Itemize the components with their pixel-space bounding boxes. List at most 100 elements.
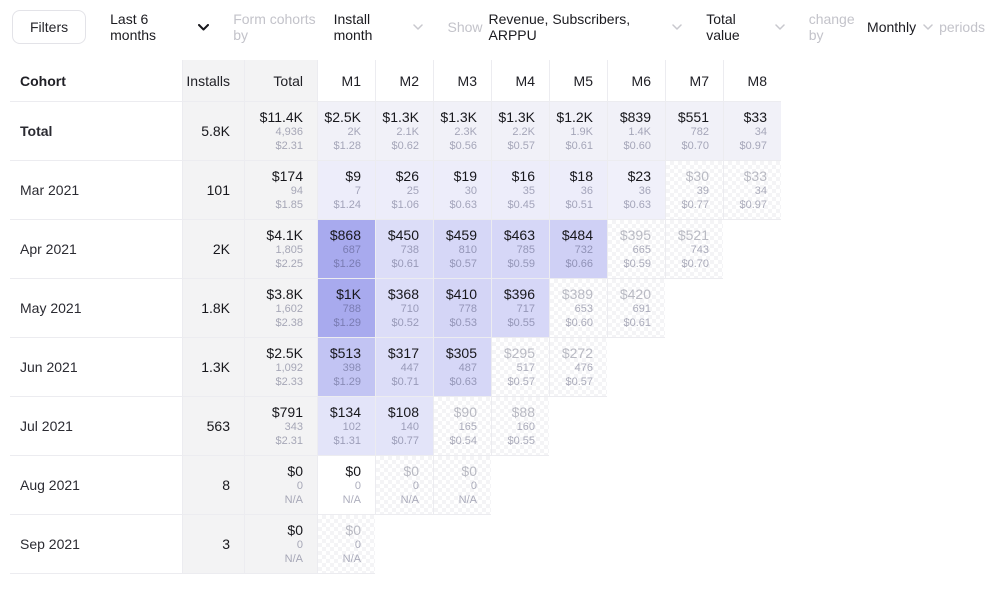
column-header-installs: Installs (182, 60, 244, 102)
column-header-m6: M6 (607, 60, 665, 102)
filters-button[interactable]: Filters (12, 10, 87, 44)
m4-cell-subscribers: 785 (516, 244, 535, 256)
date-range-select[interactable]: Last 6 months (110, 11, 210, 43)
m5-cell[interactable]: $272 476 $0.57 (549, 338, 607, 397)
m7-cell[interactable]: $521 743 $0.70 (665, 220, 723, 279)
m7-cell-revenue: $551 (677, 108, 709, 125)
m2-cell-subscribers: 0 (412, 480, 419, 492)
m7-cell[interactable]: $30 39 $0.77 (665, 161, 723, 220)
m1-cell[interactable]: $868 687 $1.26 (317, 220, 375, 279)
m4-cell[interactable]: $1.3K 2.2K $0.57 (491, 102, 549, 161)
m3-cell[interactable]: $459 810 $0.57 (433, 220, 491, 279)
m1-cell[interactable]: $134 102 $1.31 (317, 397, 375, 456)
total-cell[interactable]: $791 343 $2.31 (244, 397, 317, 456)
total-cell[interactable]: $0 0 N/A (244, 515, 317, 574)
m2-cell-subscribers: 447 (400, 362, 419, 374)
total-cell-subscribers: 0 (296, 539, 303, 551)
total-cell[interactable]: $11.4K 4,936 $2.31 (244, 102, 317, 161)
m6-cell[interactable]: $395 665 $0.59 (607, 220, 665, 279)
m5-cell-subscribers: 732 (574, 244, 593, 256)
m6-cell-subscribers: 1.4K (628, 126, 651, 138)
value-mode-select[interactable]: Total value (706, 11, 785, 43)
total-cell-arppu: $1.85 (275, 198, 303, 211)
m4-cell-revenue: $396 (503, 285, 535, 302)
m7-cell-arppu: $0.70 (681, 257, 709, 270)
m6-cell[interactable]: $420 691 $0.61 (607, 279, 665, 338)
m3-cell-revenue: $410 (445, 285, 477, 302)
m1-cell[interactable]: $2.5K 2K $1.28 (317, 102, 375, 161)
m6-cell[interactable]: $839 1.4K $0.60 (607, 102, 665, 161)
cohort-label: Total (10, 102, 182, 161)
m5-cell-arppu: $0.66 (565, 257, 593, 270)
m5-cell-revenue: $1.2K (556, 108, 593, 125)
change-by-control: change by Monthly periods (809, 11, 985, 43)
m3-cell[interactable]: $19 30 $0.63 (433, 161, 491, 220)
m6-cell-revenue: $839 (619, 108, 651, 125)
m5-cell-revenue: $18 (569, 167, 593, 184)
m1-cell-revenue: $0 (345, 521, 361, 538)
form-cohorts-control: Form cohorts by Install month (233, 11, 424, 43)
m3-cell[interactable]: $0 0 N/A (433, 456, 491, 515)
m8-cell[interactable]: $33 34 $0.97 (723, 161, 781, 220)
m2-cell[interactable]: $108 140 $0.77 (375, 397, 433, 456)
m3-cell[interactable]: $410 778 $0.53 (433, 279, 491, 338)
total-cell[interactable]: $3.8K 1,602 $2.38 (244, 279, 317, 338)
m2-cell-arppu: $0.52 (391, 316, 419, 329)
form-cohorts-select[interactable]: Install month (334, 11, 424, 43)
m2-cell[interactable]: $450 738 $0.61 (375, 220, 433, 279)
m5-cell[interactable]: $484 732 $0.66 (549, 220, 607, 279)
m3-cell[interactable]: $90 165 $0.54 (433, 397, 491, 456)
total-cell[interactable]: $174 94 $1.85 (244, 161, 317, 220)
m3-cell-arppu: $0.63 (449, 198, 477, 211)
m2-cell[interactable]: $1.3K 2.1K $0.62 (375, 102, 433, 161)
m5-cell[interactable]: $18 36 $0.51 (549, 161, 607, 220)
m4-cell[interactable]: $295 517 $0.57 (491, 338, 549, 397)
total-cell-subscribers: 0 (296, 480, 303, 492)
m1-cell[interactable]: $0 0 N/A (317, 456, 375, 515)
m3-cell-arppu: $0.54 (449, 434, 477, 447)
m6-cell-subscribers: 36 (638, 185, 651, 197)
column-header-cohort: Cohort (10, 60, 182, 102)
m4-cell-revenue: $295 (503, 344, 535, 361)
m1-cell-subscribers: 398 (342, 362, 361, 374)
m2-cell-subscribers: 25 (406, 185, 419, 197)
m1-cell-revenue: $2.5K (324, 108, 361, 125)
m2-cell[interactable]: $317 447 $0.71 (375, 338, 433, 397)
m1-cell[interactable]: $0 0 N/A (317, 515, 375, 574)
m5-cell[interactable]: $1.2K 1.9K $0.61 (549, 102, 607, 161)
change-by-select[interactable]: Monthly (867, 19, 933, 35)
total-cell[interactable]: $2.5K 1,092 $2.33 (244, 338, 317, 397)
total-cell-subscribers: 4,936 (275, 126, 303, 138)
column-header-m1: M1 (317, 60, 375, 102)
form-cohorts-label: Form cohorts by (233, 11, 316, 43)
m5-cell[interactable]: $389 653 $0.60 (549, 279, 607, 338)
m4-cell[interactable]: $16 35 $0.45 (491, 161, 549, 220)
m2-cell[interactable]: $368 710 $0.52 (375, 279, 433, 338)
m4-cell[interactable]: $463 785 $0.59 (491, 220, 549, 279)
m3-cell[interactable]: $305 487 $0.63 (433, 338, 491, 397)
show-metrics-select[interactable]: Revenue, Subscribers, ARPPU (489, 11, 683, 43)
m3-cell[interactable]: $1.3K 2.3K $0.56 (433, 102, 491, 161)
m1-cell-subscribers: 0 (354, 539, 361, 551)
m4-cell[interactable]: $396 717 $0.55 (491, 279, 549, 338)
m7-cell[interactable]: $551 782 $0.70 (665, 102, 723, 161)
m2-cell[interactable]: $0 0 N/A (375, 456, 433, 515)
m8-cell[interactable]: $33 34 $0.97 (723, 102, 781, 161)
m1-cell[interactable]: $1K 788 $1.29 (317, 279, 375, 338)
m5-cell-revenue: $389 (561, 285, 593, 302)
m3-cell-subscribers: 0 (470, 480, 477, 492)
m4-cell-subscribers: 717 (516, 303, 535, 315)
total-cell-subscribers: 1,805 (275, 244, 303, 256)
total-cell[interactable]: $4.1K 1,805 $2.25 (244, 220, 317, 279)
m4-cell[interactable]: $88 160 $0.55 (491, 397, 549, 456)
total-cell[interactable]: $0 0 N/A (244, 456, 317, 515)
cohort-label: Jul 2021 (10, 397, 182, 456)
m1-cell[interactable]: $9 7 $1.24 (317, 161, 375, 220)
m7-cell-arppu: $0.70 (681, 139, 709, 152)
m1-cell[interactable]: $513 398 $1.29 (317, 338, 375, 397)
m2-cell[interactable]: $26 25 $1.06 (375, 161, 433, 220)
change-by-value: Monthly (867, 19, 917, 35)
change-by-label: change by (808, 11, 855, 43)
m1-cell-subscribers: 687 (342, 244, 361, 256)
m6-cell[interactable]: $23 36 $0.63 (607, 161, 665, 220)
